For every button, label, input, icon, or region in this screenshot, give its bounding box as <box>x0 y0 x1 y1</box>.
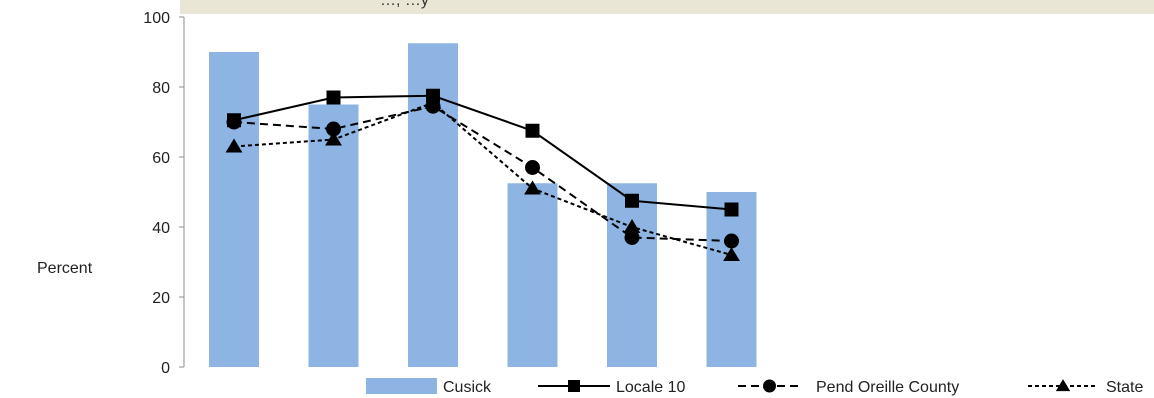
legend-marker <box>1055 379 1071 392</box>
data-point <box>226 114 242 130</box>
data-point <box>624 230 640 245</box>
legend-marker <box>568 380 580 392</box>
legend-marker <box>763 379 776 393</box>
legend-label: State <box>1106 379 1143 396</box>
y-axis-title: Percent <box>37 260 93 277</box>
bar <box>209 52 259 367</box>
bar <box>607 183 657 367</box>
y-tick-label: 20 <box>152 290 170 307</box>
legend-label: Cusick <box>443 379 492 396</box>
legend-label: Pend Oreille County <box>816 379 959 396</box>
y-tick-label: 40 <box>152 220 170 237</box>
y-tick-label: 100 <box>143 10 170 27</box>
title-band: …, …y <box>180 0 1154 14</box>
series-line <box>233 94 732 211</box>
data-point <box>724 233 739 249</box>
bar <box>706 192 757 367</box>
data-point <box>525 123 540 138</box>
data-point <box>225 138 243 153</box>
data-point <box>723 247 740 261</box>
chart-title: …, …y <box>380 0 429 9</box>
bar <box>308 104 359 367</box>
y-tick-label: 80 <box>152 80 170 97</box>
y-tick-label: 60 <box>152 150 170 167</box>
data-point <box>625 193 639 208</box>
data-point <box>724 202 739 217</box>
data-point <box>326 121 341 137</box>
data-point <box>525 160 540 175</box>
data-point <box>325 131 342 146</box>
legend-swatch <box>366 378 437 394</box>
data-point <box>326 90 341 105</box>
data-point <box>524 180 541 195</box>
data-point <box>623 219 641 233</box>
y-tick-label: 0 <box>161 360 170 377</box>
bar <box>507 183 558 367</box>
legend-label: Locale 10 <box>616 379 685 396</box>
series-line <box>233 105 732 242</box>
data-point <box>424 94 442 109</box>
